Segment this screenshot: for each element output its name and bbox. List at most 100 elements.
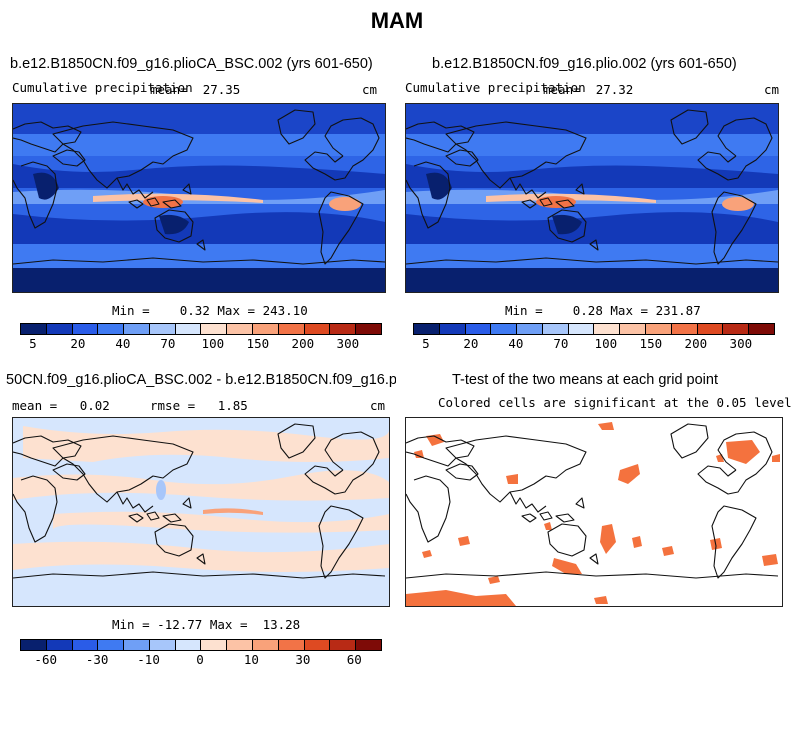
sig-cell — [488, 576, 500, 584]
colorbar-swatch — [227, 324, 254, 334]
sig-cell — [552, 558, 582, 574]
panel3-map — [12, 417, 390, 607]
panel2-subtropics-s — [406, 212, 778, 244]
colorbar-tick-label: 5 — [422, 336, 430, 351]
colorbar-tick-label: -30 — [85, 652, 109, 667]
colorbar-swatch — [304, 640, 331, 650]
panel1-variable: Cumulative precipitation — [12, 80, 193, 95]
panel3-min-value: -12.77 — [157, 617, 203, 632]
colorbar-swatch — [175, 324, 202, 334]
colorbar-tick-label: 70 — [160, 336, 176, 351]
colorbar-tick-label: 5 — [29, 336, 37, 351]
panel2-mean-value: 27.32 — [595, 82, 634, 97]
colorbar-swatch — [46, 324, 73, 334]
colorbar-swatch — [98, 324, 125, 334]
sig-cell — [632, 536, 642, 548]
panel1-sahara-dry — [33, 172, 59, 200]
panel2-storm-track-s — [406, 244, 778, 268]
panel3-mean-label: mean = — [12, 398, 58, 413]
colorbar-swatch — [72, 324, 99, 334]
panel1-mean-value: 27.35 — [202, 82, 241, 97]
panel1-mean-label: mean= — [150, 82, 188, 97]
colorbar-tick-label: -60 — [34, 652, 57, 667]
panel3-warm-region-eq — [53, 511, 389, 533]
colorbar-swatch — [278, 324, 305, 334]
panel1-colorbar-ticks: 5 20 40 70 100 150 200 300 — [20, 336, 380, 352]
panel3-rmse-value: 1.85 — [217, 398, 248, 413]
colorbar-swatch — [124, 640, 150, 650]
colorbar-tick-label: 40 — [508, 336, 524, 351]
panel1-storm-track-n — [13, 134, 385, 156]
panel4-significant-cells — [406, 422, 780, 606]
panel1-max-value: 243.10 — [262, 303, 308, 318]
panel2-polar-south — [406, 268, 778, 292]
colorbar-swatch — [330, 640, 357, 650]
panel3-mean: mean = 0.02 — [12, 398, 110, 413]
panel3-warm-region-s — [13, 541, 389, 572]
colorbar-swatch — [749, 324, 774, 334]
panel4-title: T-test of the two means at each grid poi… — [452, 372, 718, 388]
colorbar-swatch — [253, 640, 279, 650]
panel1-max-label: Max = — [217, 303, 256, 318]
panel3-title: 50CN.f09_g16.plioCA_BSC.002 - b.e12.B185… — [6, 372, 396, 388]
panel4-coastlines — [406, 423, 779, 579]
panel1-min-value: 0.32 — [179, 303, 210, 318]
colorbar-tick-label: -10 — [137, 652, 160, 667]
figure-title: MAM — [370, 8, 424, 33]
colorbar-swatch — [21, 640, 47, 650]
colorbar-swatch — [304, 324, 331, 334]
colorbar-swatch — [175, 640, 202, 650]
panel2-minmax: Min = 0.28 Max = 231.87 — [505, 303, 701, 318]
colorbar-tick-label: 300 — [336, 336, 360, 351]
colorbar-tick-label: 200 — [684, 336, 708, 351]
colorbar-swatch — [46, 640, 73, 650]
panel3-minmax: Min = -12.77 Max = 13.28 — [112, 617, 300, 632]
panel2-min-label: Min = — [505, 303, 543, 318]
colorbar-swatch — [356, 640, 381, 650]
colorbar-swatch — [465, 324, 492, 334]
sig-cell — [618, 464, 640, 484]
panel1-storm-track-s — [13, 244, 385, 268]
colorbar-swatch — [124, 324, 150, 334]
panel1-australia-dry — [159, 214, 189, 235]
panel2-title: b.e12.B1850CN.f09_g16.plio.002 (yrs 601-… — [432, 56, 737, 72]
panel2-colorbar — [413, 323, 775, 335]
panel2-map-svg — [406, 104, 778, 292]
colorbar-swatch — [542, 324, 569, 334]
colorbar-tick-label: 30 — [295, 652, 311, 667]
colorbar-swatch — [253, 324, 279, 334]
panel3-warm-region-mid — [13, 470, 389, 501]
colorbar-swatch — [594, 324, 621, 334]
colorbar-tick-label: 200 — [291, 336, 315, 351]
colorbar-swatch — [149, 640, 176, 650]
colorbar-tick-label: 60 — [346, 652, 362, 667]
panel1-subtropics-n — [13, 164, 385, 188]
colorbar-swatch — [330, 324, 357, 334]
panel3-colorbar — [20, 639, 382, 651]
colorbar-swatch — [278, 640, 305, 650]
panel3-map-svg — [13, 418, 389, 606]
sig-cell — [726, 440, 760, 464]
sig-cell — [594, 596, 608, 604]
panel1-min-label: Min = — [112, 303, 150, 318]
panel2-mean-label: mean= — [543, 82, 581, 97]
colorbar-swatch — [439, 324, 466, 334]
panel3-rmse: rmse = 1.85 — [150, 398, 248, 413]
sig-cell — [598, 422, 614, 430]
colorbar-tick-label: 0 — [196, 652, 204, 667]
panel2-mean: mean= 27.32 — [543, 82, 633, 97]
colorbar-tick-label: 10 — [243, 652, 259, 667]
colorbar-swatch — [671, 324, 698, 334]
colorbar-tick-label: 40 — [115, 336, 131, 351]
colorbar-swatch — [356, 324, 381, 334]
colorbar-swatch — [21, 324, 47, 334]
panel2-australia-dry — [552, 214, 582, 235]
panel3-warm-region-n — [23, 426, 389, 462]
panel2-subtropics-n — [406, 164, 778, 188]
panel2-sahara-dry — [426, 172, 452, 200]
sig-cell — [662, 546, 674, 556]
colorbar-swatch — [568, 324, 595, 334]
colorbar-tick-label: 100 — [594, 336, 618, 351]
colorbar-tick-label: 70 — [553, 336, 569, 351]
colorbar-swatch — [201, 640, 228, 650]
